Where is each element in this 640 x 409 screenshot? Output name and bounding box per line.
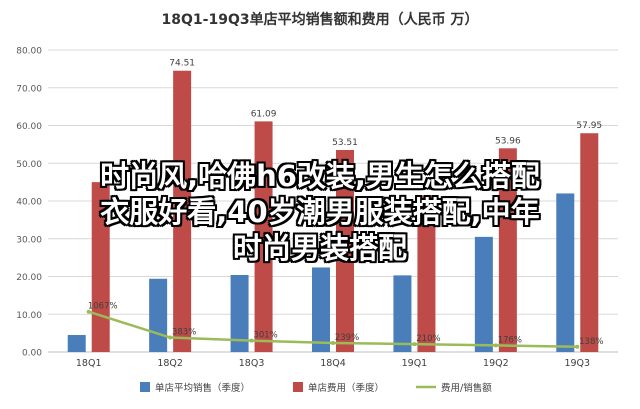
bar-data-label: 57.95	[576, 121, 602, 131]
bar-cost	[173, 70, 192, 353]
bar-cost	[417, 195, 436, 352]
y-tick-label: 20.00	[16, 273, 42, 283]
overlay-line-3: 时尚男装搭配	[232, 231, 407, 265]
y-tick-label: 30.00	[16, 235, 42, 245]
y-axis-ticks: 0.00 10.00 20.00 30.00 40.00 50.00 60.00 70.00 8…	[16, 47, 42, 359]
line-point	[86, 309, 91, 314]
legend-swatch	[293, 382, 303, 392]
line-point	[575, 344, 580, 349]
overlay-line-1: 时尚风,哈佛h6改装,男生怎么搭配	[100, 159, 540, 193]
y-tick-label: 70.00	[16, 84, 42, 94]
bar-sales	[230, 274, 249, 352]
x-tick-label: 18Q2	[157, 358, 183, 369]
legend-label: 费用/销售额	[441, 382, 492, 394]
bar-cost	[254, 121, 273, 352]
line-point	[249, 338, 254, 343]
chart-title: 18Q1-19Q3单店平均销售额和费用（人民币 万）	[162, 11, 479, 28]
line-data-label: 138%	[579, 337, 603, 347]
y-tick-label: 40.00	[16, 198, 42, 208]
bar-sales	[474, 236, 493, 352]
bar-cost	[580, 133, 599, 352]
line-data-label: 210%	[416, 334, 440, 344]
bar-data-label: 53.96	[495, 136, 521, 146]
x-tick-label: 19Q2	[483, 358, 509, 369]
grid-lines	[48, 49, 618, 353]
line-point	[331, 340, 335, 345]
overlay-line-2: 衣服好看,40岁潮男服装搭配,中年	[100, 195, 540, 229]
line-data-label: 176%	[498, 335, 522, 345]
bar-data-label: 61.09	[251, 109, 277, 119]
line-data-label: 383%	[172, 328, 196, 338]
bar-sales	[67, 335, 86, 352]
x-tick-label: 18Q3	[239, 358, 265, 369]
bar-cost	[336, 149, 354, 352]
ratio-line: 1067% 383% 301% 239% 210% 176% 138%	[86, 302, 603, 349]
x-tick-label: 19Q1	[402, 358, 428, 369]
overlay-text: 时尚风,哈佛h6改装,男生怎么搭配 衣服好看,40岁潮男服装搭配,中年 时尚男装…	[0, 158, 640, 266]
line-point	[168, 335, 173, 340]
legend: 单店平均销售（季度） 单店费用（季度） 费用/销售额	[140, 382, 492, 394]
bar-data-label: 74.51	[169, 59, 195, 69]
bar-cost	[498, 148, 517, 352]
line-point	[493, 343, 498, 348]
y-tick-label: 50.00	[16, 160, 42, 170]
legend-label: 单店费用（季度）	[308, 382, 384, 394]
line-data-label: 301%	[253, 331, 277, 341]
bars: 74.51 61.09 53.51 53.96 57.95	[67, 59, 602, 353]
bar-sales	[393, 275, 412, 352]
line-data-label: 1067%	[88, 302, 118, 312]
line-data-label: 239%	[335, 333, 359, 343]
legend-label: 单店平均销售（季度）	[155, 382, 250, 394]
y-tick-label: 60.00	[16, 122, 42, 132]
bar-sales	[556, 193, 575, 352]
bar-data-label: 53.51	[332, 138, 358, 148]
bar-sales	[312, 267, 330, 352]
x-tick-label: 19Q3	[564, 358, 590, 369]
y-tick-label: 80.00	[16, 47, 42, 57]
y-tick-label: 10.00	[16, 311, 42, 321]
x-axis-ticks: 18Q1 18Q2 18Q3 18Q4 19Q1 19Q2 19Q3	[76, 358, 590, 369]
x-tick-label: 18Q1	[76, 358, 102, 369]
y-tick-label: 0.00	[22, 349, 42, 359]
line-point	[412, 342, 417, 347]
bar-cost	[91, 182, 110, 352]
x-tick-label: 18Q4	[320, 358, 346, 369]
legend-swatch	[140, 382, 150, 392]
bar-sales	[149, 278, 168, 352]
